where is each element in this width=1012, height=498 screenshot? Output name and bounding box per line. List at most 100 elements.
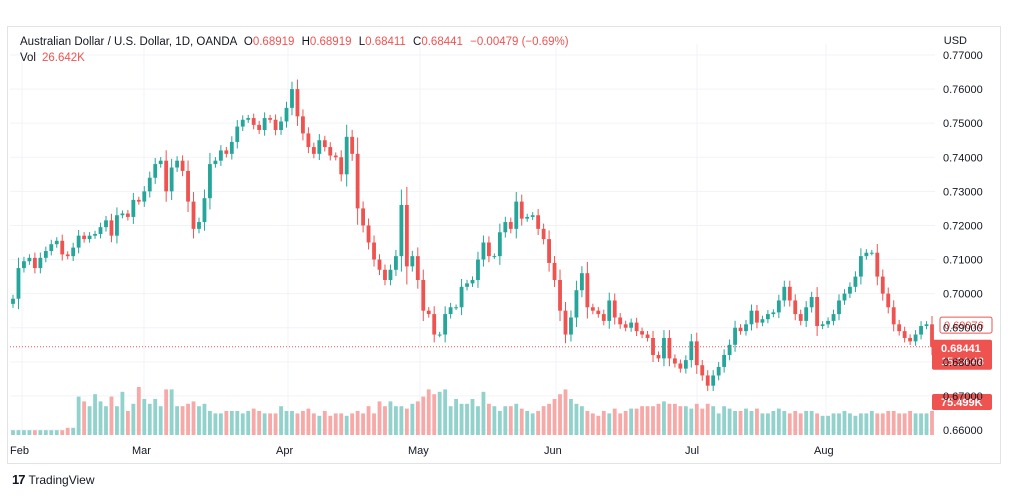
- candle-body: [787, 286, 792, 301]
- volume-bar: [924, 413, 929, 435]
- candle-body: [60, 240, 65, 255]
- candle-body: [601, 314, 606, 321]
- candle-body: [705, 375, 710, 386]
- y-tick-label: 0.67000: [943, 391, 983, 403]
- volume-bar: [678, 406, 683, 435]
- candle-body: [142, 191, 147, 202]
- volume-bar: [235, 411, 240, 435]
- volume-bar: [279, 406, 283, 435]
- candle-body: [864, 252, 869, 257]
- volume-bar: [645, 406, 650, 435]
- candle-body: [180, 160, 185, 171]
- volume-bar: [694, 403, 699, 435]
- volume-bar: [667, 403, 672, 435]
- volume-bar: [662, 401, 666, 435]
- candle-body: [902, 331, 907, 338]
- x-tick-label: Apr: [276, 445, 293, 457]
- y-tick-label: 0.74000: [943, 152, 983, 164]
- volume-bar: [290, 411, 294, 435]
- candle-body: [486, 242, 491, 257]
- volume-bar: [913, 413, 918, 435]
- time-axis: Feb Mar Apr May Jun Jul Aug: [10, 445, 834, 457]
- countdown-label: 15:14:48: [941, 356, 984, 368]
- volume-bar: [765, 413, 770, 435]
- candle-body: [415, 256, 420, 280]
- volume-bar: [541, 406, 546, 435]
- volume-bar: [809, 411, 814, 435]
- candle-body: [251, 118, 256, 125]
- tradingview-attribution[interactable]: 17 TradingView: [12, 472, 95, 487]
- currency-label[interactable]: USD: [943, 35, 967, 47]
- volume-bar: [257, 411, 262, 435]
- volume-bar: [262, 413, 267, 435]
- candle-body: [443, 314, 448, 335]
- candle-body: [536, 215, 541, 229]
- volume-bar: [908, 411, 913, 435]
- volume-bar: [858, 413, 863, 435]
- candle-body: [311, 147, 316, 154]
- candle-body: [519, 201, 524, 219]
- candle-body: [782, 286, 787, 301]
- candle-body: [262, 118, 267, 130]
- volume-bar: [22, 430, 26, 435]
- candle-body: [492, 256, 497, 258]
- candle-body: [558, 280, 562, 311]
- volume-bar: [54, 430, 59, 435]
- candle-body: [815, 297, 820, 327]
- volume-bar: [514, 403, 519, 435]
- candle-body: [158, 160, 163, 165]
- candle-body: [448, 307, 453, 315]
- candle-body: [579, 273, 584, 291]
- volume-marker: [932, 394, 992, 410]
- candle-body: [372, 242, 376, 260]
- candle-body: [317, 140, 322, 154]
- candle-body: [503, 222, 508, 233]
- volume-bar: [897, 413, 902, 435]
- candle-body: [186, 170, 190, 202]
- candle-body: [738, 327, 743, 332]
- candle-body: [350, 136, 355, 154]
- volume-bar: [869, 411, 874, 435]
- candle-body: [153, 164, 158, 178]
- candle-body: [853, 276, 858, 287]
- volume-bar: [842, 411, 847, 435]
- candle-body: [115, 215, 119, 236]
- candle-body: [32, 257, 37, 269]
- candle-body: [377, 259, 382, 270]
- volume-bar: [530, 413, 535, 435]
- y-tick-label: 0.71000: [943, 255, 983, 267]
- candle-body: [563, 310, 568, 335]
- candle-body: [388, 269, 393, 280]
- volume-bar: [705, 403, 710, 435]
- candle-body: [383, 269, 387, 280]
- volume-bar: [864, 413, 869, 435]
- candle-body: [109, 220, 114, 236]
- volume-bar: [120, 391, 125, 435]
- volume-bar: [590, 413, 595, 435]
- candle-body: [175, 160, 180, 168]
- volume-bar: [656, 403, 661, 435]
- candle-body: [246, 118, 251, 120]
- volume-bar: [733, 411, 737, 435]
- volume-label: Vol: [20, 52, 36, 64]
- volume-bar: [268, 413, 273, 435]
- volume-bar: [552, 399, 557, 435]
- volume-bar: [164, 389, 169, 435]
- volume-bar: [142, 399, 147, 435]
- candle-body: [164, 160, 169, 192]
- volume-bar: [11, 430, 15, 435]
- symbol-title[interactable]: Australian Dollar / U.S. Dollar, 1D, OAN…: [20, 36, 237, 48]
- chart-frame: [7, 26, 1001, 464]
- candle-body: [574, 290, 579, 318]
- volume-bar: [454, 399, 459, 435]
- last-price-marker: [932, 339, 992, 370]
- candle-body: [229, 141, 234, 154]
- close-label: C: [413, 36, 422, 48]
- volume-bar: [481, 391, 486, 435]
- candle-body: [131, 199, 136, 217]
- candle-body: [694, 341, 699, 366]
- low-value: 0.68411: [365, 36, 406, 48]
- volume-legend: Vol 26.642K: [20, 52, 85, 64]
- volume-bar: [689, 408, 694, 435]
